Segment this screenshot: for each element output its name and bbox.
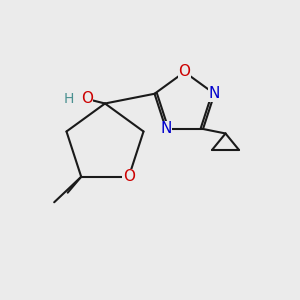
- Text: H: H: [64, 92, 74, 106]
- Text: O: O: [81, 92, 93, 106]
- Text: O: O: [178, 64, 190, 80]
- Text: O: O: [123, 169, 135, 184]
- Text: N: N: [209, 86, 220, 101]
- Text: N: N: [160, 122, 172, 136]
